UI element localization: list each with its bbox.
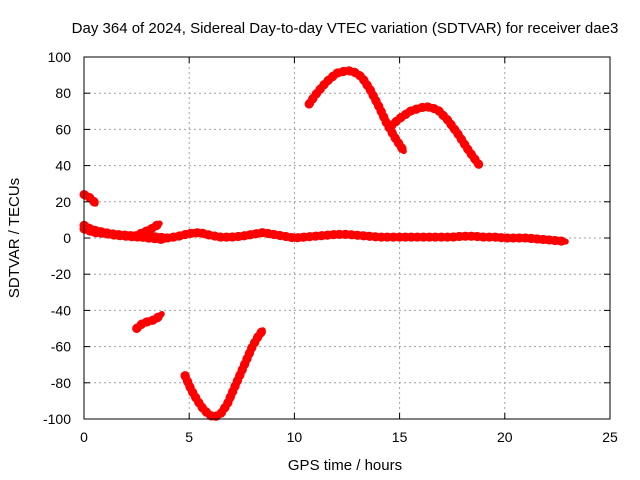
x-tick-label: 5 xyxy=(185,429,193,445)
series-markers-arc-deep-minus xyxy=(180,325,268,422)
y-tick-label: 40 xyxy=(55,158,71,174)
y-tick-label: 80 xyxy=(55,85,71,101)
axis-ticks: 0 5 10 15 20 25 -100 -80 -60 -40 -20 0 20 40 60 80 100 xyxy=(43,49,618,445)
x-tick-label: 20 xyxy=(497,429,513,445)
series-markers-arc-rise xyxy=(130,219,165,241)
y-tick-label: -60 xyxy=(51,339,71,355)
x-tick-label: 0 xyxy=(80,429,88,445)
x-tick-label: 25 xyxy=(602,429,618,445)
series-markers-arc-start-low xyxy=(79,220,169,245)
y-tick-label: 100 xyxy=(48,49,72,65)
x-tick-label: 15 xyxy=(392,429,408,445)
y-tick-label: -100 xyxy=(43,411,71,427)
y-axis-label: SDTVAR / TECUs xyxy=(6,178,23,298)
series-markers-arc-short-20 xyxy=(79,190,101,209)
y-tick-label: 60 xyxy=(55,121,71,137)
x-axis-label: GPS time / hours xyxy=(288,457,402,474)
y-tick-label: -40 xyxy=(51,302,71,318)
y-tick-label: -20 xyxy=(51,266,71,282)
x-tick-label: 10 xyxy=(287,429,303,445)
data-series xyxy=(79,66,571,422)
series-markers-arc-peak-93 xyxy=(304,66,409,156)
y-tick-label: 20 xyxy=(55,194,71,210)
series-markers-arc-minus-45 xyxy=(132,309,167,333)
series-markers-arc-peak-73 xyxy=(386,102,485,171)
y-tick-label: -80 xyxy=(51,375,71,391)
y-tick-label: 0 xyxy=(63,230,71,246)
chart-title: Day 364 of 2024, Sidereal Day-to-day VTE… xyxy=(72,20,619,37)
